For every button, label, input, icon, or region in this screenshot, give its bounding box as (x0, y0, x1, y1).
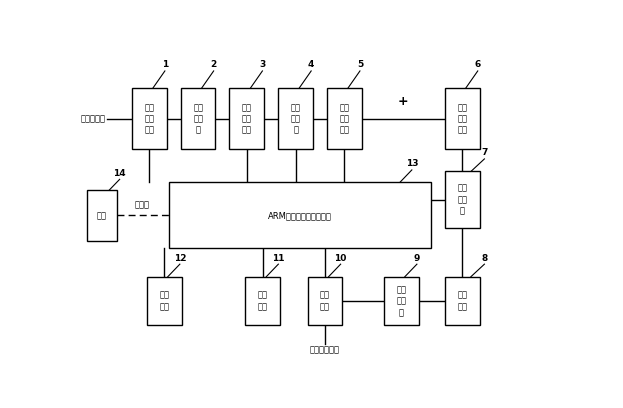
Bar (87, 190, 117, 241)
Text: 放大
电路
一: 放大 电路 一 (193, 103, 203, 135)
Text: 5: 5 (357, 60, 363, 69)
Text: 以太网: 以太网 (135, 200, 150, 209)
Text: 12: 12 (174, 254, 186, 263)
Text: 8: 8 (482, 254, 488, 263)
Text: 显示
电路: 显示 电路 (258, 291, 268, 311)
Bar (308, 277, 343, 326)
Bar (278, 88, 313, 149)
Text: ARM芯片存储管理控制器: ARM芯片存储管理控制器 (268, 211, 332, 220)
Text: 电脑: 电脑 (97, 211, 107, 220)
Text: 1: 1 (162, 60, 168, 69)
Bar (327, 88, 362, 149)
Text: 放大
电路
四: 放大 电路 四 (396, 285, 406, 317)
Text: 10: 10 (335, 254, 347, 263)
Bar (384, 277, 419, 326)
Text: 射频信号输出: 射频信号输出 (310, 346, 340, 355)
Bar (445, 88, 480, 149)
Text: 11: 11 (272, 254, 285, 263)
Bar (245, 277, 280, 326)
Text: 13: 13 (406, 160, 418, 169)
Text: 光信号输入: 光信号输入 (80, 114, 105, 123)
Bar (169, 182, 431, 248)
Text: 衰减
控制
电路: 衰减 控制 电路 (340, 103, 350, 135)
Text: 7: 7 (481, 149, 488, 157)
Text: 2: 2 (211, 60, 217, 69)
Bar (445, 277, 480, 326)
Text: 9: 9 (414, 254, 420, 263)
Text: 3: 3 (259, 60, 265, 69)
Text: 放大
电路
三: 放大 电路 三 (457, 184, 467, 216)
Text: 按键
电路: 按键 电路 (159, 291, 169, 311)
Text: 4: 4 (308, 60, 315, 69)
Text: 放大
电路
二: 放大 电路 二 (290, 103, 301, 135)
Bar (181, 88, 216, 149)
Text: 检波
电路: 检波 电路 (320, 291, 330, 311)
Text: 6: 6 (475, 60, 481, 69)
Text: 14: 14 (113, 169, 126, 178)
Text: 光电
转换
电路: 光电 转换 电路 (145, 103, 155, 135)
Bar (132, 88, 167, 149)
Text: 自动
控制
电路: 自动 控制 电路 (242, 103, 252, 135)
Bar (445, 171, 480, 228)
Text: 温补
电路: 温补 电路 (457, 291, 467, 311)
Text: +: + (398, 95, 409, 108)
Bar (147, 277, 182, 326)
Text: 均衡
控制
电路: 均衡 控制 电路 (457, 103, 467, 135)
Bar (229, 88, 264, 149)
